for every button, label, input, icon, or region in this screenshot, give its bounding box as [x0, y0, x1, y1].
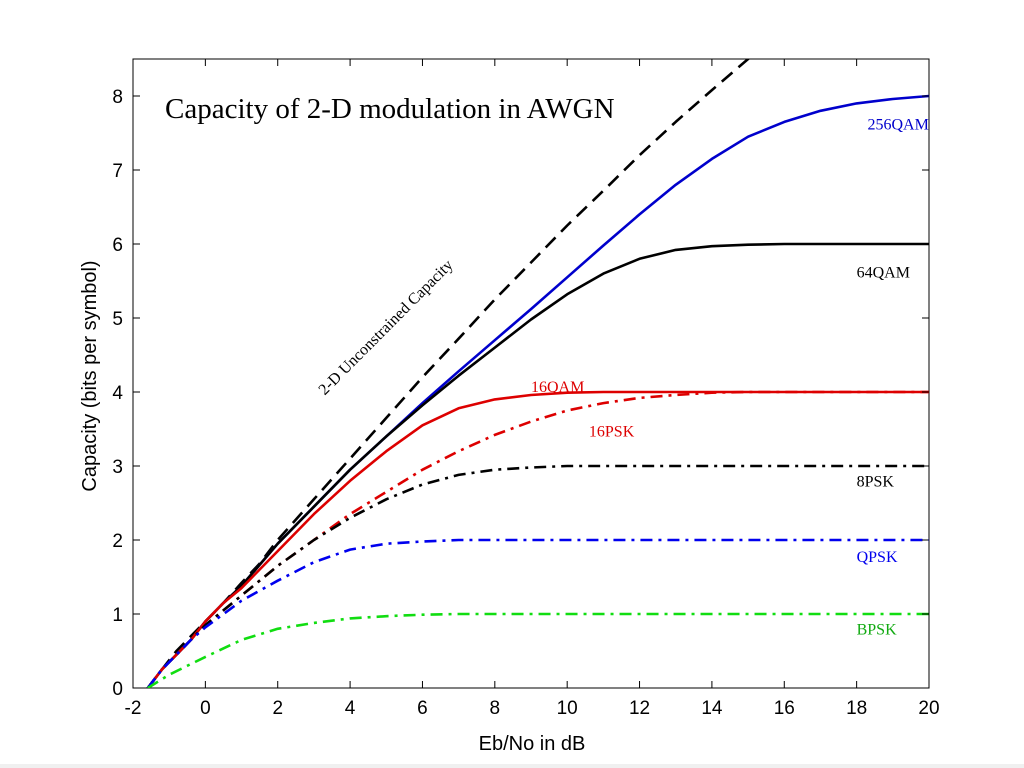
y-axis-ticks: 0 1 2 3 4 5 6 7 8 [112, 87, 929, 700]
curve-label-256qam: 256QAM [868, 116, 929, 133]
x-axis-title: Eb/No in dB [479, 733, 586, 755]
series-line-8psk [146, 464, 929, 688]
series-line-2-d-unconstrained-capacity [146, 59, 751, 688]
y-tick-label: 4 [112, 383, 123, 404]
y-tick-label: 1 [112, 605, 123, 626]
y-tick-label: 7 [112, 161, 123, 182]
x-tick-label: 12 [629, 698, 650, 719]
y-tick-label: 5 [112, 309, 123, 330]
plot-area-border [132, 58, 930, 689]
x-tick-label: 16 [774, 698, 795, 719]
y-tick-label: 2 [112, 531, 123, 552]
curve-label-16psk: 16PSK [589, 423, 635, 440]
y-tick-label: 8 [112, 87, 123, 108]
curve-label-8psk: 8PSK [857, 474, 895, 491]
curve-label-bpsk: BPSK [857, 622, 897, 639]
plot-frame [132, 58, 930, 689]
x-tick-label: -2 [125, 698, 142, 719]
x-tick-label: 8 [490, 698, 501, 719]
x-tick-label: 4 [345, 698, 356, 719]
x-tick-label: 14 [701, 698, 723, 719]
x-tick-label: 20 [918, 698, 939, 719]
x-tick-label: 10 [557, 698, 578, 719]
series-line-qpsk [146, 538, 929, 688]
y-axis-title: Capacity (bits per symbol) [79, 260, 101, 491]
series-line-bpsk [147, 612, 929, 688]
x-axis-ticks: -2 0 2 4 6 8 10 12 14 16 18 20 [125, 59, 940, 719]
series-lines [146, 59, 929, 688]
curve-labels: 256QAM 64QAM 16QAM 16PSK 8PSK QPSK BPSK 2-D Unc… [316, 116, 929, 638]
curve-label-2-d-unconstrained-capacity: 2-D Unconstrained Capacity [316, 257, 457, 399]
y-tick-label: 6 [112, 235, 123, 256]
y-tick-label: 0 [112, 679, 123, 700]
curve-label-64qam: 64QAM [857, 264, 910, 281]
curve-label-16qam: 16QAM [531, 379, 584, 396]
curve-label-qpsk: QPSK [857, 549, 898, 566]
x-tick-label: 18 [846, 698, 867, 719]
y-tick-label: 3 [112, 457, 123, 478]
x-tick-label: 0 [200, 698, 211, 719]
bottom-rule [0, 764, 1024, 768]
x-tick-label: 6 [417, 698, 428, 719]
chart-title: Capacity of 2-D modulation in AWGN [165, 93, 615, 125]
x-tick-label: 2 [272, 698, 283, 719]
